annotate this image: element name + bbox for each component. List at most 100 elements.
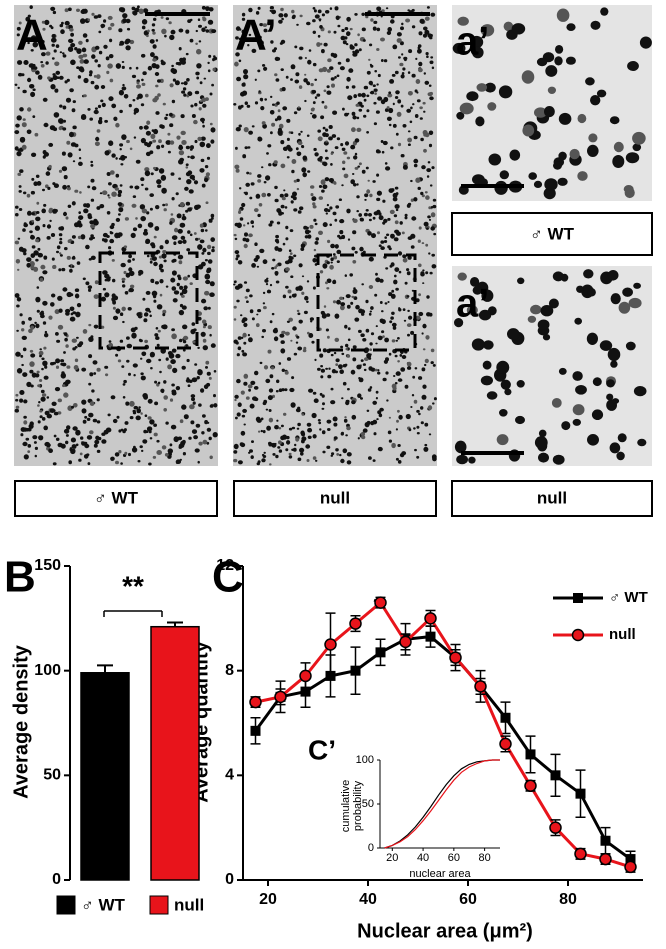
nucleus (305, 444, 311, 449)
nucleus (402, 308, 406, 311)
nucleus (418, 226, 422, 230)
nucleus (352, 357, 357, 362)
nucleus (413, 197, 418, 202)
nucleus (152, 31, 156, 35)
nucleus (103, 44, 108, 49)
nucleus (268, 417, 274, 423)
nucleus (372, 84, 376, 87)
nucleus (321, 189, 325, 193)
nucleus (115, 353, 119, 357)
nucleus (182, 213, 185, 217)
nucleus (108, 140, 114, 146)
nucleus (256, 313, 259, 316)
nucleus (429, 33, 433, 38)
nucleus (70, 437, 76, 443)
nucleus (427, 405, 433, 411)
nucleus (118, 450, 122, 454)
nucleus (302, 172, 308, 178)
nucleus (91, 186, 97, 191)
nucleus (466, 305, 478, 315)
nucleus (416, 315, 421, 320)
nucleus (401, 355, 407, 359)
nucleus (577, 171, 588, 181)
nucleus (78, 161, 83, 166)
nucleus (536, 57, 548, 67)
nucleus (376, 83, 379, 86)
nucleus (625, 341, 636, 351)
nucleus (359, 217, 364, 221)
nucleus (46, 396, 50, 399)
nucleus (482, 340, 494, 350)
nucleus (195, 237, 199, 241)
micrographs (14, 5, 652, 466)
nucleus (381, 330, 385, 334)
nucleus (412, 103, 415, 106)
nucleus (273, 336, 279, 342)
nucleus (362, 39, 366, 42)
nucleus (260, 417, 264, 421)
nucleus (96, 367, 101, 372)
nucleus (496, 434, 509, 446)
nucleus (557, 177, 568, 186)
nucleus (59, 24, 64, 28)
nucleus (253, 386, 259, 390)
marker (500, 712, 511, 723)
nucleus (154, 401, 159, 406)
nucleus (237, 460, 243, 465)
nucleus (117, 193, 122, 198)
error-bar (97, 664, 113, 673)
nucleus (269, 220, 274, 224)
nucleus (396, 111, 402, 117)
nucleus (325, 128, 329, 132)
nucleus (358, 213, 363, 217)
nucleus (119, 40, 125, 46)
nucleus (52, 75, 58, 81)
nucleus (146, 211, 150, 215)
nucleus (330, 152, 334, 155)
nucleus (472, 285, 483, 295)
nucleus (193, 435, 199, 440)
nucleus (78, 215, 84, 221)
nucleus (152, 455, 157, 459)
nucleus (394, 96, 399, 99)
nucleus (238, 105, 242, 110)
nucleus (274, 185, 278, 190)
nucleus (353, 296, 358, 300)
nucleus (30, 49, 34, 52)
nucleus (157, 79, 161, 83)
nucleus (92, 418, 98, 423)
nucleus (22, 118, 26, 121)
nucleus (14, 408, 19, 413)
marker (524, 779, 537, 793)
nucleus (144, 170, 151, 177)
nucleus (393, 214, 398, 218)
nucleus (123, 245, 128, 249)
nucleus (243, 127, 249, 133)
nucleus (257, 69, 261, 73)
nucleus (269, 283, 273, 287)
nucleus (94, 107, 98, 110)
nucleus (321, 394, 325, 398)
nucleus (555, 45, 564, 54)
nucleus (342, 107, 345, 111)
nucleus (133, 107, 140, 114)
nucleus (262, 64, 266, 67)
nucleus (124, 451, 128, 455)
nucleus (289, 295, 292, 299)
nucleus (322, 66, 328, 72)
nucleus (618, 301, 631, 314)
nucleus (26, 381, 32, 388)
nucleus (30, 91, 36, 98)
nucleus (410, 245, 415, 249)
nucleus (327, 30, 331, 34)
nucleus (78, 54, 84, 60)
nucleus (177, 276, 182, 281)
nucleus (14, 130, 20, 135)
nucleus (527, 315, 537, 323)
nucleus (210, 213, 215, 218)
nucleus (236, 222, 242, 229)
nucleus (183, 285, 188, 290)
nucleus (347, 338, 351, 342)
nucleus (313, 218, 317, 222)
nucleus (414, 114, 419, 118)
